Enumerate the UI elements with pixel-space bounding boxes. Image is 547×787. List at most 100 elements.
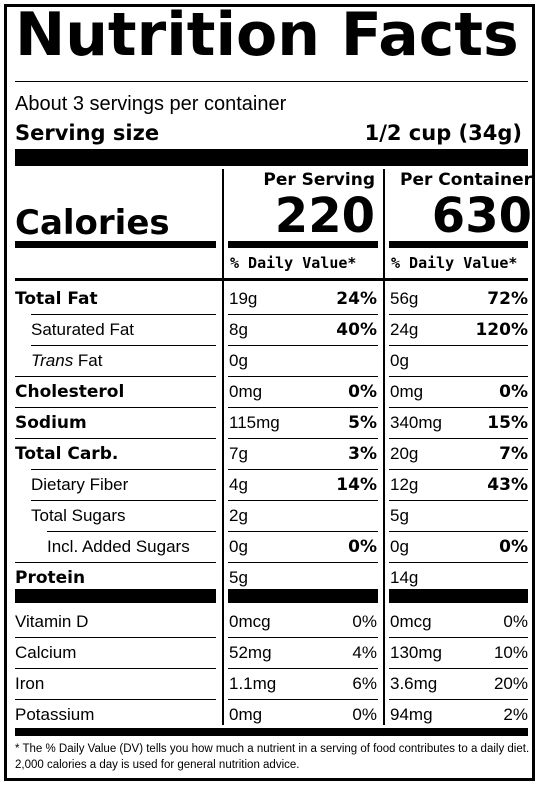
serving-dv: 6% — [352, 674, 377, 693]
container-dv — [457, 501, 528, 531]
dv-header-serving: % Daily Value* — [230, 254, 357, 272]
row-divider — [228, 469, 378, 470]
container-amount: 56g — [390, 289, 419, 308]
nutrient-name: Incl. Added Sugars — [47, 532, 212, 562]
vitamin-name: Calcium — [15, 643, 77, 662]
row-divider — [228, 314, 378, 315]
calories-per-serving: 220 — [274, 188, 375, 244]
row-divider — [389, 314, 528, 315]
row-divider — [31, 345, 216, 346]
serving-amount: 52mg — [229, 643, 272, 662]
row-divider — [15, 637, 216, 638]
container-amount: 130mg — [390, 643, 442, 662]
row-divider — [389, 668, 528, 669]
nutrient-name: Total Sugars — [31, 501, 212, 531]
row-divider — [31, 469, 216, 470]
divider — [15, 81, 528, 82]
row-divider — [228, 699, 378, 700]
serving-amount: 1.1mg — [229, 674, 277, 693]
serving-amount: 5g — [229, 568, 248, 587]
calories-label: Calories — [15, 203, 170, 243]
row-divider — [228, 637, 378, 638]
nutrient-name: Protein — [15, 563, 212, 593]
serving-amount: 0mg — [229, 382, 263, 401]
nutrient-name-text: Total Fat — [15, 289, 98, 309]
nutrition-label: Nutrition Facts About 3 servings per con… — [4, 4, 535, 781]
nutrient-name-text: Total Sugars — [31, 506, 126, 525]
serving-dv: 0% — [352, 705, 377, 724]
nutrient-name-text: Cholesterol — [15, 382, 125, 402]
serving-dv: 3% — [348, 444, 377, 464]
container-amount: 94mg — [390, 705, 433, 724]
container-amount: 5g — [390, 506, 409, 525]
serving-amount: 0g — [229, 537, 248, 556]
container-dv: 15% — [487, 413, 528, 433]
nutrient-name-text: Fat — [73, 351, 103, 370]
container-dv: 2% — [503, 705, 528, 724]
nutrient-name-text: Incl. Added Sugars — [47, 537, 190, 556]
row-divider — [31, 500, 216, 501]
container-dv: 10% — [493, 643, 528, 662]
thick-divider — [228, 589, 378, 603]
row-divider — [15, 407, 216, 408]
thick-divider — [15, 728, 528, 736]
row-divider — [389, 469, 528, 470]
container-dv: 0% — [499, 382, 528, 402]
container-amount: 0mcg — [390, 612, 432, 631]
container-dv: 0% — [499, 537, 528, 557]
serving-dv — [307, 346, 377, 376]
serving-dv: 0% — [348, 382, 377, 402]
row-divider — [389, 637, 528, 638]
container-dv: 120% — [475, 320, 528, 340]
serving-amount: 115mg — [229, 413, 280, 432]
nutrient-name: Total Fat — [15, 284, 212, 314]
row-divider — [228, 562, 378, 563]
column-divider — [222, 169, 224, 725]
row-divider — [389, 531, 528, 532]
row-divider — [389, 345, 528, 346]
nutrient-name: Total Carb. — [15, 439, 212, 469]
row-divider — [389, 562, 528, 563]
row-divider — [228, 345, 378, 346]
vitamin-name: Vitamin D — [15, 612, 89, 631]
container-dv: 0% — [503, 612, 528, 631]
container-amount: 0g — [390, 351, 409, 370]
row-divider — [15, 699, 216, 700]
thick-divider — [228, 241, 378, 248]
container-dv: 72% — [487, 289, 528, 309]
row-divider — [228, 376, 378, 377]
row-divider — [47, 531, 216, 532]
row-divider — [389, 407, 528, 408]
serving-amount: 0mg — [229, 705, 263, 724]
serving-amount: 8g — [229, 320, 248, 339]
nutrient-name-text: Sodium — [15, 413, 87, 433]
container-amount: 340mg — [390, 413, 442, 432]
nutrient-name-text: Protein — [15, 568, 86, 588]
row-divider — [15, 376, 216, 377]
row-divider — [228, 438, 378, 439]
thick-divider — [389, 241, 528, 248]
per-container-header: Per Container — [400, 170, 532, 190]
per-serving-header: Per Serving — [263, 170, 375, 190]
container-dv: 7% — [499, 444, 528, 464]
nutrient-name: Saturated Fat — [31, 315, 212, 345]
thick-divider — [15, 149, 528, 166]
thick-divider — [15, 241, 216, 248]
nutrient-name-text: Saturated Fat — [31, 320, 135, 339]
serving-size-value: 1/2 cup (34g) — [364, 121, 522, 145]
container-amount: 12g — [390, 475, 419, 494]
serving-dv: 24% — [336, 289, 377, 309]
row-divider — [15, 562, 216, 563]
nutrient-name: Cholesterol — [15, 377, 212, 407]
container-amount: 3.6mg — [390, 674, 438, 693]
container-amount: 24g — [390, 320, 419, 339]
nutrient-name-italic: Trans — [31, 351, 74, 370]
serving-dv: 4% — [352, 643, 377, 662]
nutrient-name: Sodium — [15, 408, 212, 438]
serving-dv: 14% — [336, 475, 377, 495]
row-divider — [228, 531, 378, 532]
serving-amount: 4g — [229, 475, 248, 494]
container-dv: 20% — [493, 674, 528, 693]
row-divider — [389, 438, 528, 439]
serving-amount: 7g — [229, 444, 248, 463]
